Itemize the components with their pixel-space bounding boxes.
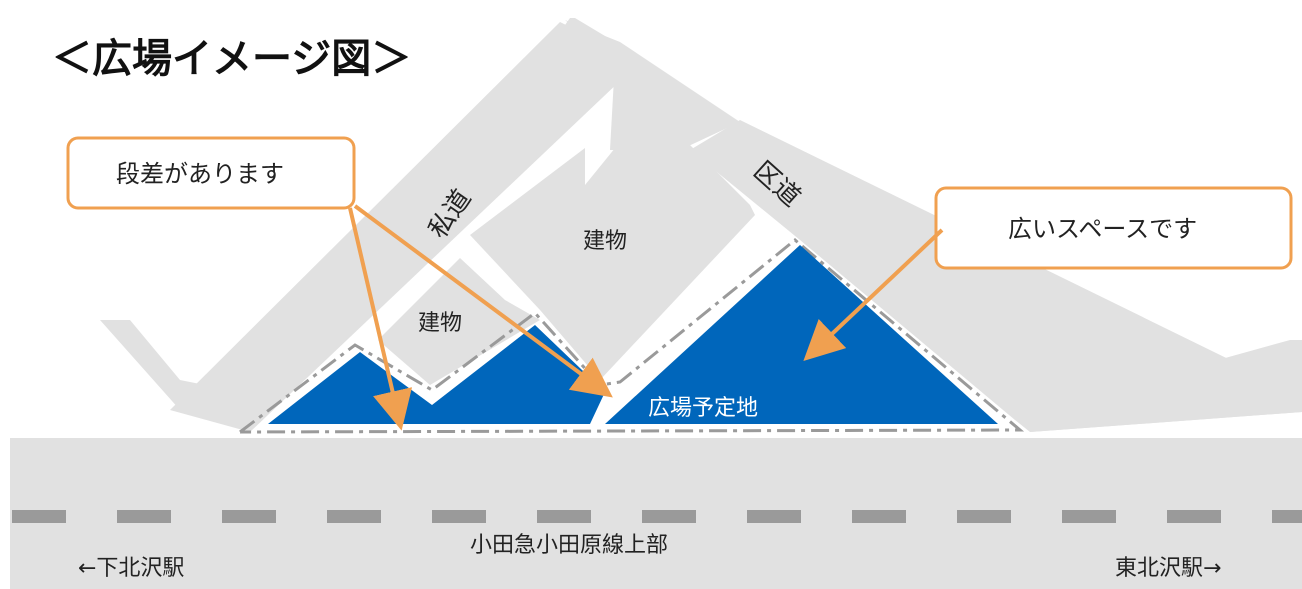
railway-label: 小田急小田原線上部 xyxy=(470,533,668,558)
orange-arrow-icon xyxy=(803,228,944,361)
rail-dash xyxy=(1272,510,1302,523)
page-title: ＜広場イメージ図＞ xyxy=(52,36,411,82)
rail-dash xyxy=(852,510,906,523)
north-road xyxy=(565,20,740,150)
rail-dash xyxy=(12,510,66,523)
rail-dash xyxy=(222,510,276,523)
plaza-area-west xyxy=(268,325,605,424)
orange-arrow-icon xyxy=(348,207,413,431)
private-road-band xyxy=(170,22,640,432)
rail-dash xyxy=(642,510,696,523)
callout-wide-box xyxy=(934,186,1293,270)
ward-road-east xyxy=(1025,340,1302,432)
rail-dash xyxy=(117,510,171,523)
rail-dash xyxy=(747,510,801,523)
plaza-area-east xyxy=(605,245,998,424)
callout-wide-text: 広いスペースです xyxy=(1008,215,1197,243)
building-large xyxy=(470,105,755,380)
right-station-label: 東北沢駅→ xyxy=(1115,556,1221,581)
rail-dash xyxy=(327,510,381,523)
rail-dash xyxy=(1062,510,1116,523)
rail-dash xyxy=(957,510,1011,523)
left-station-label: ←下北沢駅 xyxy=(78,556,184,581)
plaza-label: 広場予定地 xyxy=(648,396,758,421)
orange-arrow-icon xyxy=(353,204,613,398)
callout-steps-text: 段差があります xyxy=(116,160,284,188)
building-large-label: 建物 xyxy=(583,229,627,254)
rail-track xyxy=(12,510,1302,523)
rail-dash xyxy=(537,510,591,523)
ward-road-band xyxy=(690,120,1302,432)
rail-dash xyxy=(432,510,486,523)
building-small-label: 建物 xyxy=(418,311,462,336)
building-small xyxy=(378,258,540,385)
callout-steps-box xyxy=(66,136,356,210)
rail-dash xyxy=(1167,510,1221,523)
